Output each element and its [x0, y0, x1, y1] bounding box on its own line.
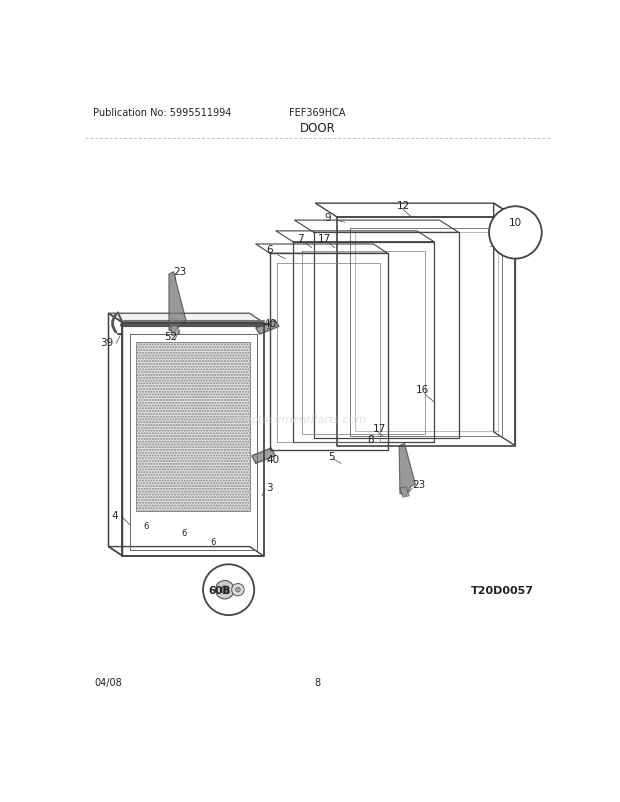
Text: 8: 8: [315, 677, 321, 687]
Polygon shape: [255, 321, 279, 334]
Text: DOOR: DOOR: [300, 122, 335, 135]
Polygon shape: [108, 314, 264, 323]
Text: 6: 6: [182, 529, 187, 537]
Circle shape: [216, 581, 234, 599]
Circle shape: [236, 588, 241, 592]
Text: 3: 3: [267, 482, 273, 492]
Text: 6: 6: [267, 245, 273, 255]
Text: 4: 4: [112, 510, 118, 520]
Text: 23: 23: [173, 266, 187, 277]
Circle shape: [232, 584, 244, 596]
Text: eReplacementParts.com: eReplacementParts.com: [230, 415, 366, 424]
Text: 10: 10: [509, 217, 522, 227]
Circle shape: [203, 565, 254, 615]
Text: 7: 7: [298, 233, 304, 244]
Text: 40: 40: [266, 454, 280, 464]
Text: 6: 6: [210, 538, 216, 547]
Polygon shape: [170, 326, 180, 336]
Polygon shape: [399, 444, 415, 496]
Circle shape: [221, 586, 229, 593]
Text: 9: 9: [324, 213, 331, 223]
Text: 5: 5: [329, 452, 335, 461]
Polygon shape: [136, 342, 249, 512]
Circle shape: [489, 207, 542, 259]
Text: T20D0057: T20D0057: [471, 585, 534, 595]
Text: 40: 40: [263, 318, 277, 328]
Text: Publication No: 5995511994: Publication No: 5995511994: [93, 108, 231, 118]
Text: 60B: 60B: [208, 585, 231, 595]
Text: 39: 39: [100, 338, 113, 347]
Text: 17: 17: [317, 233, 330, 244]
Text: 52: 52: [164, 331, 177, 341]
Text: 16: 16: [416, 385, 429, 395]
Text: 23: 23: [412, 480, 425, 489]
Text: 12: 12: [396, 200, 410, 210]
Polygon shape: [400, 487, 409, 498]
Polygon shape: [252, 448, 275, 464]
Polygon shape: [169, 273, 186, 333]
Text: 17: 17: [373, 423, 386, 433]
Text: 8: 8: [367, 434, 374, 444]
Text: 04/08: 04/08: [94, 677, 122, 687]
Text: 6: 6: [143, 520, 148, 530]
Text: FEF369HCA: FEF369HCA: [290, 108, 346, 118]
